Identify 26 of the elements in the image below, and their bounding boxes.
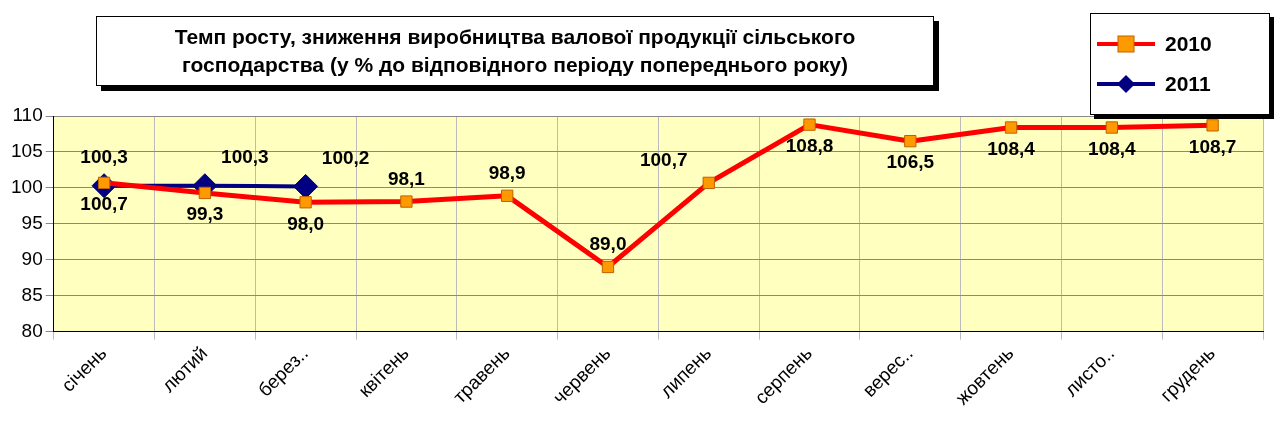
- chart-title: Темп росту, зниження виробництва валової продукції сільського господарства (у % до відповідного періоду попереднього року): [96, 16, 934, 86]
- data-label: 99,3: [186, 203, 224, 225]
- data-label: 108,4: [987, 137, 1036, 159]
- data-label: 100,3: [221, 145, 269, 167]
- data-label: 98,9: [488, 162, 526, 184]
- data-label: 98,1: [387, 167, 426, 189]
- legend-label: 2010: [1165, 32, 1212, 56]
- point: [293, 173, 319, 199]
- data-label: 108,7: [1188, 135, 1237, 157]
- data-label: 100,2: [321, 146, 370, 168]
- y-tick-label: 105: [11, 140, 43, 162]
- data-label: 100,7: [80, 193, 128, 215]
- data-label: 89,0: [589, 233, 627, 255]
- y-tick-label: 90: [21, 248, 43, 270]
- y-tick-label: 80: [21, 319, 43, 341]
- y-tick-label: 95: [21, 212, 43, 234]
- data-label: 98,0: [287, 212, 325, 234]
- y-tick-label: 85: [21, 283, 43, 305]
- y-tick-label: 100: [11, 176, 43, 198]
- data-label: 108,8: [785, 134, 834, 156]
- data-label: 106,5: [886, 151, 935, 173]
- data-label: 108,4: [1088, 137, 1137, 159]
- y-tick-label: 110: [12, 104, 43, 126]
- data-label: 100,3: [80, 145, 128, 167]
- data-label: 100,7: [639, 149, 688, 171]
- legend-label: 2011: [1165, 72, 1211, 96]
